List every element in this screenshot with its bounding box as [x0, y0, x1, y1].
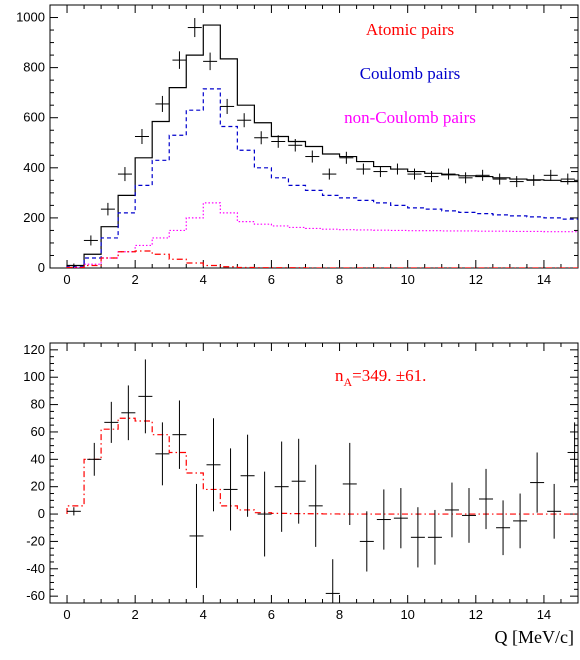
plot-area [66, 359, 578, 603]
x-axis-label: Q [MeV/c] [495, 627, 574, 647]
y-tick-label: 80 [31, 397, 45, 412]
y-tick-label: 20 [31, 479, 45, 494]
series-atomic-pairs-fit [66, 417, 578, 515]
series-data [66, 18, 578, 268]
x-tick-label: 14 [537, 272, 551, 287]
x-tick-label: 4 [200, 272, 207, 287]
x-tick-label: 10 [400, 607, 414, 622]
plot-frame [49, 4, 579, 269]
x-tick-label: 2 [132, 607, 139, 622]
y-tick-label: 40 [31, 451, 45, 466]
y-tick-label: 600 [23, 110, 45, 125]
y-tick-label: 100 [23, 369, 45, 384]
legend-entry: Atomic pairs [366, 20, 454, 39]
y-tick-label: -20 [26, 533, 45, 548]
y-tick-label: 0 [38, 506, 45, 521]
y-tick-label: -60 [26, 588, 45, 603]
y-tick-label: 800 [23, 60, 45, 75]
x-tick-label: 12 [469, 607, 483, 622]
x-tick-label: 4 [200, 607, 207, 622]
x-tick-label: 14 [537, 607, 551, 622]
legend-entry: Coulomb pairs [360, 64, 461, 83]
series-non-coulomb-pairs [66, 202, 578, 268]
bottom-panel: 0 2 4 6 8 10 12 14 -60 -40 -20 0 20 40 60 80 100 120 nA=34… [23, 342, 579, 647]
y-tick-label: 120 [23, 342, 45, 357]
x-tick-label: 6 [268, 272, 275, 287]
x-tick-label: 10 [400, 272, 414, 287]
series-data [66, 359, 578, 603]
y-tick-label: 1000 [16, 10, 45, 25]
x-tick-label: 0 [63, 272, 70, 287]
top-panel: 0 2 4 6 8 10 12 14 0 200 400 600 800 1000 Atomic pairs… [16, 4, 579, 287]
series-atomic-pairs [66, 250, 578, 268]
plot-frame [49, 342, 579, 604]
annotation: nA=349. ±61. [335, 366, 426, 389]
y-tick-label: 0 [38, 260, 45, 275]
legend-entry: non-Coulomb pairs [344, 108, 476, 127]
y-tick-label: 200 [23, 210, 45, 225]
x-tick-label: 12 [469, 272, 483, 287]
x-tick-label: 8 [336, 607, 343, 622]
series-total [66, 24, 578, 268]
x-tick-label: 2 [132, 272, 139, 287]
x-tick-label: 6 [268, 607, 275, 622]
y-tick-label: 60 [31, 424, 45, 439]
x-tick-label: 8 [336, 272, 343, 287]
y-tick-label: -40 [26, 561, 45, 576]
plot-area [66, 18, 578, 268]
series-coulomb-pairs [66, 88, 578, 268]
y-tick-label: 400 [23, 160, 45, 175]
x-tick-label: 0 [63, 607, 70, 622]
